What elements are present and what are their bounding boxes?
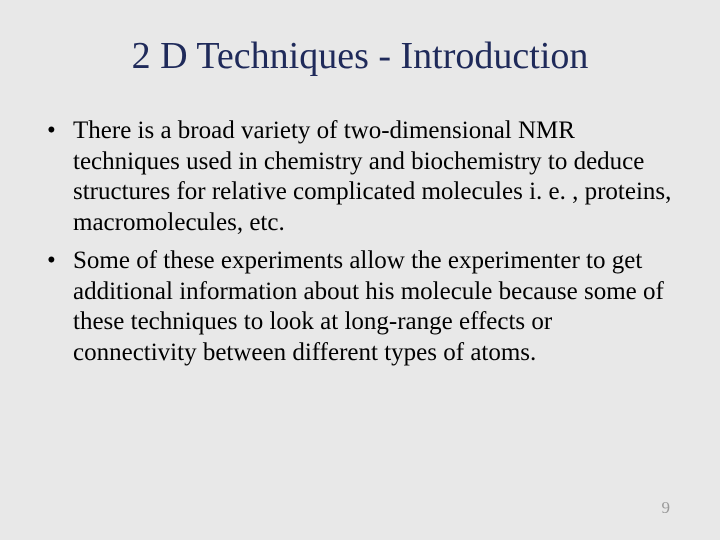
bullet-item: There is a broad variety of two-dimensio… [45, 116, 675, 238]
bullet-list: There is a broad variety of two-dimensio… [45, 116, 675, 368]
page-number: 9 [662, 498, 671, 518]
slide-container: 2 D Techniques - Introduction There is a… [0, 0, 720, 540]
slide-title: 2 D Techniques - Introduction [45, 34, 675, 78]
bullet-item: Some of these experiments allow the expe… [45, 246, 675, 368]
